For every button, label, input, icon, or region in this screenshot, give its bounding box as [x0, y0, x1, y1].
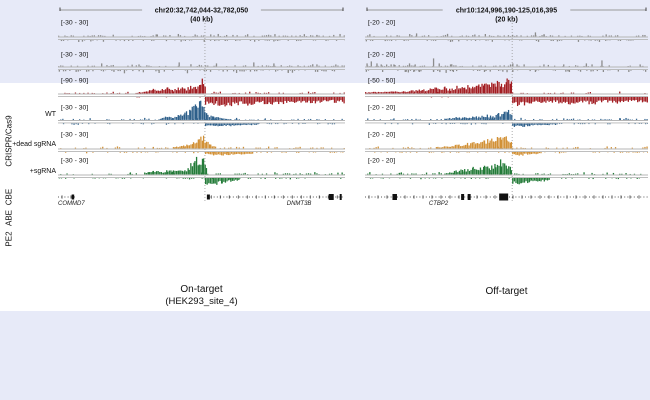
gene-label: DNMT3B	[287, 201, 312, 207]
on-target-subcaption: (HEK293_site_4)	[165, 296, 238, 307]
range-label: [-30 - 30]	[61, 20, 88, 27]
track--sgrna	[365, 78, 648, 107]
track-abe	[365, 136, 648, 156]
range-label: [-20 - 20]	[368, 132, 395, 139]
off-target-span: (20 kb)	[495, 17, 518, 24]
on-target-span: (40 kb)	[190, 17, 213, 24]
group-label-pe2: PE2	[4, 231, 14, 247]
off-target-locus: chr10:124,996,190-125,016,395	[456, 8, 557, 15]
on-target-locus: chr20:32,742,044-32,782,050	[155, 8, 249, 15]
row-label-wt: WT	[45, 111, 56, 118]
row-label-dead-sgrna: +dead sgRNA	[12, 141, 56, 148]
on-target-caption: On-target	[180, 284, 223, 295]
gene-commd7: COMMD7	[58, 194, 85, 207]
row-label-sgrna: +sgRNA	[29, 168, 56, 175]
track-wt	[58, 33, 345, 42]
track-cbe	[365, 109, 648, 127]
track-pe2	[58, 156, 345, 185]
range-label: [-30 - 30]	[61, 105, 88, 112]
range-label: [-20 - 20]	[368, 20, 395, 27]
track--dead-sgrna	[365, 58, 648, 73]
range-label: [-20 - 20]	[368, 52, 395, 59]
off-target-panel: chr10:124,996,190-125,016,395 (20 kb) [-…	[365, 7, 648, 207]
range-label: [-20 - 20]	[368, 158, 395, 165]
range-label: [-30 - 30]	[61, 132, 88, 139]
track--dead-sgrna	[58, 62, 345, 74]
on-target-panel: chr20:32,742,044-32,782,050 (40 kb) [-30…	[58, 7, 345, 207]
gene-label: CTBP2	[429, 201, 449, 207]
gene-label: COMMD7	[58, 201, 85, 207]
gene-dnmt3b: DNMT3B	[206, 194, 344, 207]
range-label: [-20 - 20]	[368, 105, 395, 112]
range-label: [-50 - 50]	[368, 78, 395, 85]
track-abe	[58, 135, 345, 156]
off-target-caption: Off-target	[485, 286, 528, 297]
track-wt	[365, 32, 648, 42]
group-label-cbe: CBE	[4, 188, 14, 206]
track--sgrna	[58, 78, 345, 107]
track-pe2	[365, 159, 648, 185]
gene-ctbp2: CTBP2	[365, 193, 648, 207]
group-label-abe: ABE	[4, 209, 14, 227]
range-label: [-30 - 30]	[61, 52, 88, 59]
range-label: [-90 - 90]	[61, 78, 88, 85]
track-cbe	[58, 100, 345, 127]
range-label: [-30 - 30]	[61, 158, 88, 165]
